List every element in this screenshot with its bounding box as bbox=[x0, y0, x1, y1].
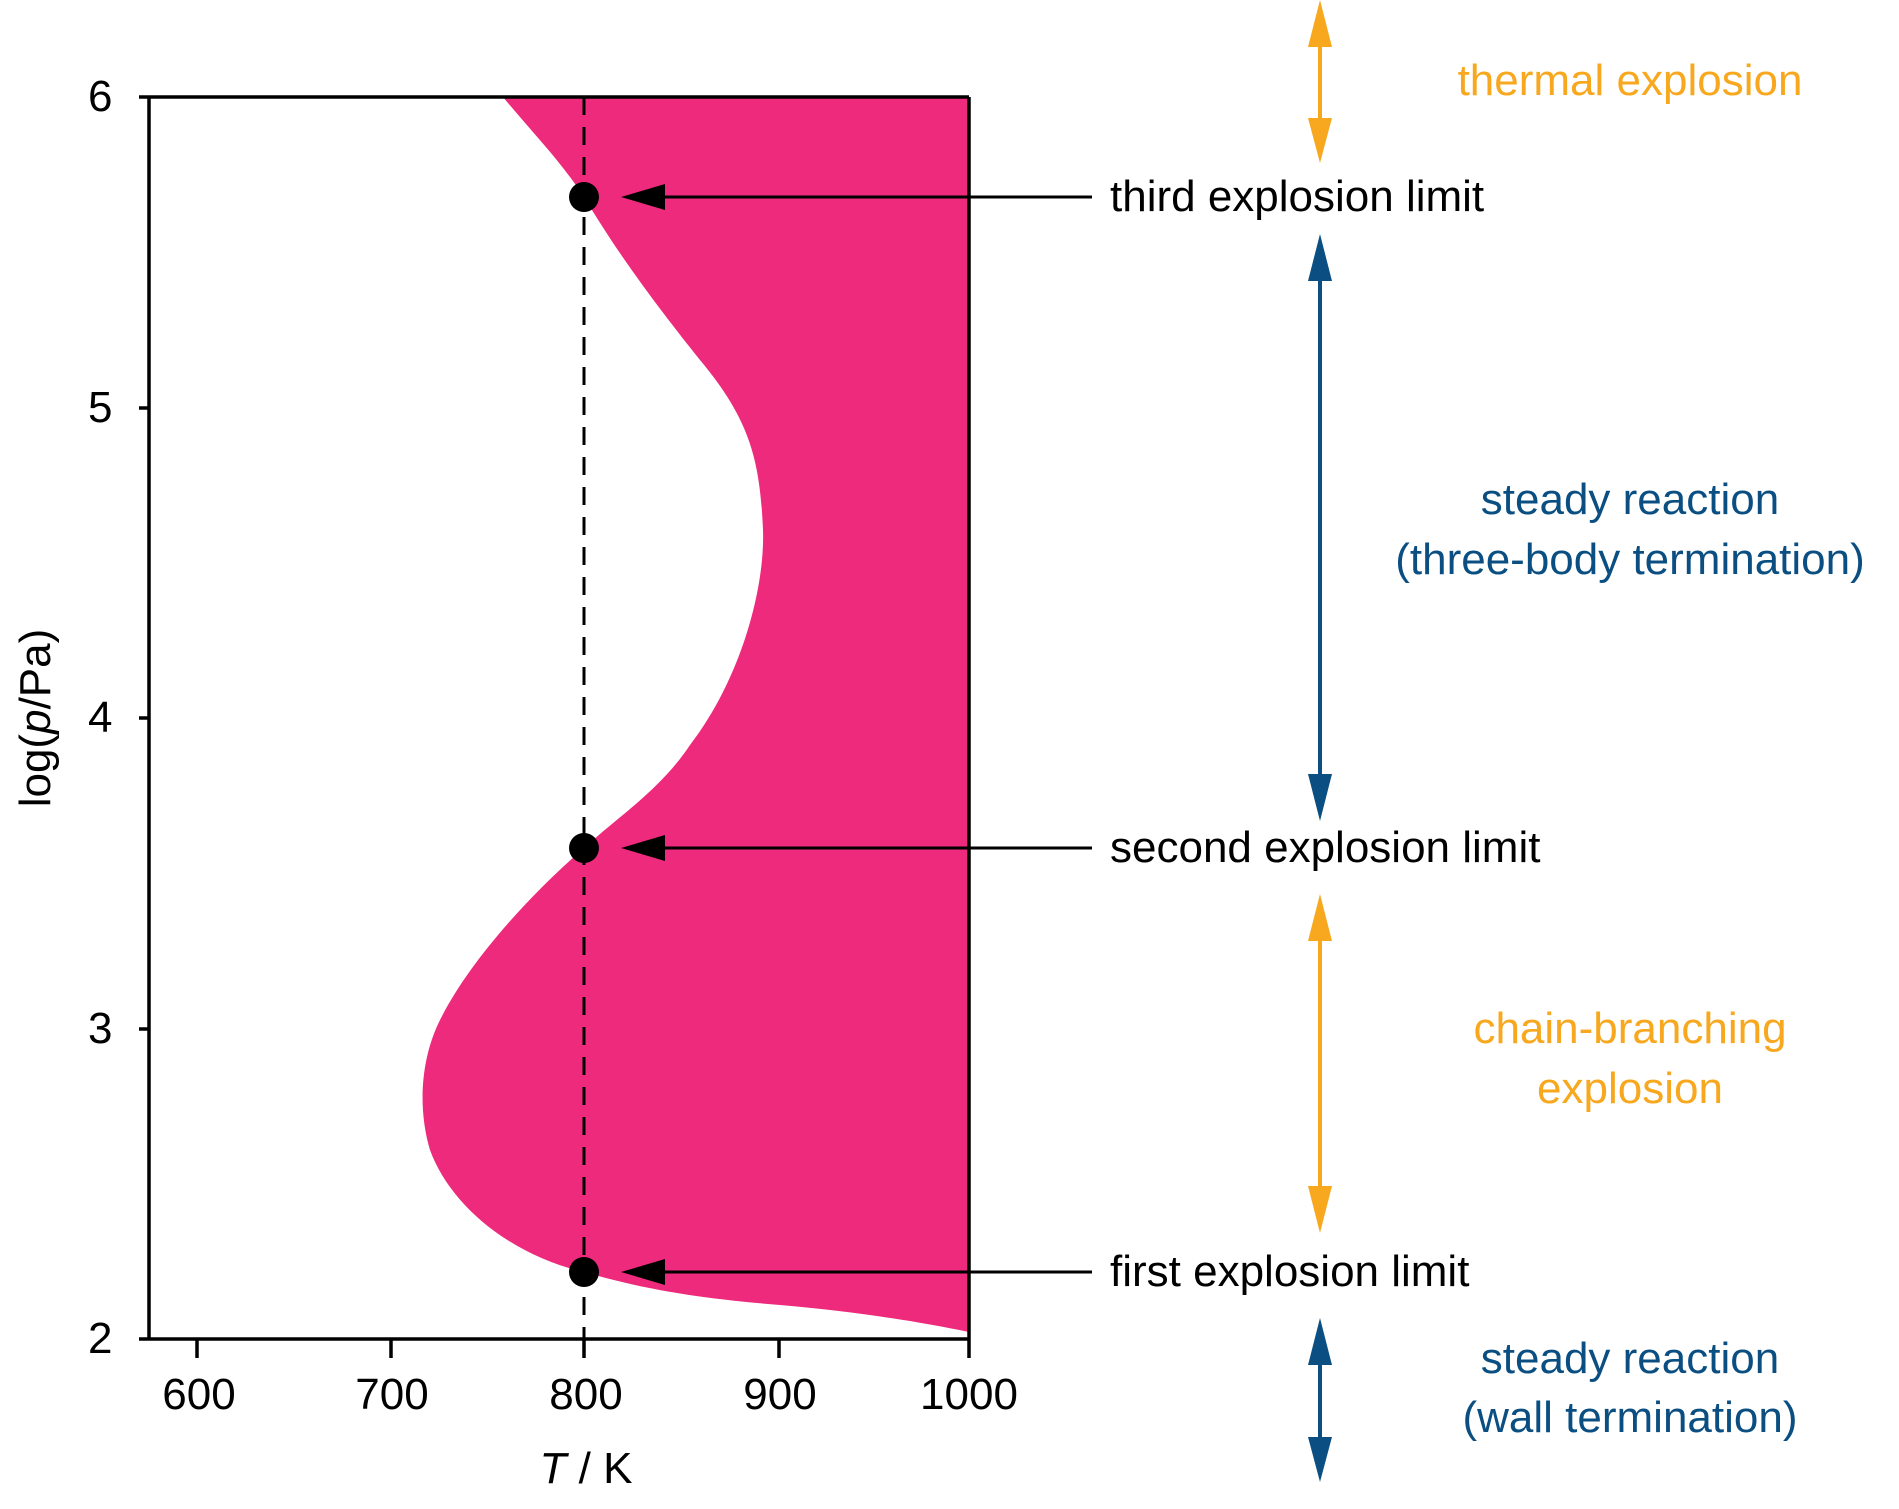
second-limit-label: second explosion limit bbox=[1110, 823, 1541, 872]
three-body-steady-arrow bbox=[1308, 234, 1332, 821]
x-tick-900: 900 bbox=[743, 1370, 817, 1419]
y-axis-post: /Pa) bbox=[11, 628, 60, 710]
y-axis-label: log(p/Pa) bbox=[11, 628, 60, 808]
y-axis-symbol: p bbox=[11, 709, 60, 734]
first-limit-label: first explosion limit bbox=[1110, 1247, 1470, 1296]
three-body-label-line2: (three-body termination) bbox=[1395, 535, 1865, 584]
plot-frame bbox=[139, 95, 971, 1358]
thermal-explosion-arrow bbox=[1308, 0, 1332, 163]
explosion-region bbox=[422, 97, 969, 1332]
y-tick-5: 5 bbox=[88, 383, 113, 432]
y-tick-3: 3 bbox=[88, 1004, 113, 1053]
wall-label-line2: (wall termination) bbox=[1462, 1393, 1798, 1442]
thermal-explosion-label: thermal explosion bbox=[1457, 56, 1803, 105]
x-axis-label: T / K bbox=[540, 1447, 633, 1491]
x-axis-symbol: T bbox=[539, 1444, 567, 1493]
x-tick-1000: 1000 bbox=[920, 1370, 1018, 1419]
x-tick-600: 600 bbox=[162, 1370, 236, 1419]
chain-branching-label-line1: chain-branching bbox=[1473, 1004, 1787, 1053]
wall-label-line1: steady reaction bbox=[1480, 1334, 1780, 1383]
y-tick-2: 2 bbox=[88, 1314, 113, 1363]
y-axis-pre: log( bbox=[11, 733, 60, 808]
three-body-label-line1: steady reaction bbox=[1480, 475, 1780, 524]
x-tick-700: 700 bbox=[355, 1370, 429, 1419]
third-limit-label: third explosion limit bbox=[1110, 172, 1485, 221]
y-tick-4: 4 bbox=[88, 693, 113, 742]
second-limit-dot bbox=[569, 833, 599, 863]
x-tick-800: 800 bbox=[549, 1370, 623, 1419]
wall-steady-arrow bbox=[1308, 1318, 1332, 1482]
chain-branching-label-line2: explosion bbox=[1537, 1064, 1723, 1113]
third-limit-dot bbox=[569, 182, 599, 212]
chain-branching-arrow bbox=[1308, 894, 1332, 1233]
limit-pointer-arrows bbox=[621, 184, 1092, 1285]
y-tick-6: 6 bbox=[88, 72, 113, 121]
x-axis-unit: / K bbox=[566, 1444, 633, 1493]
first-limit-dot bbox=[569, 1257, 599, 1287]
